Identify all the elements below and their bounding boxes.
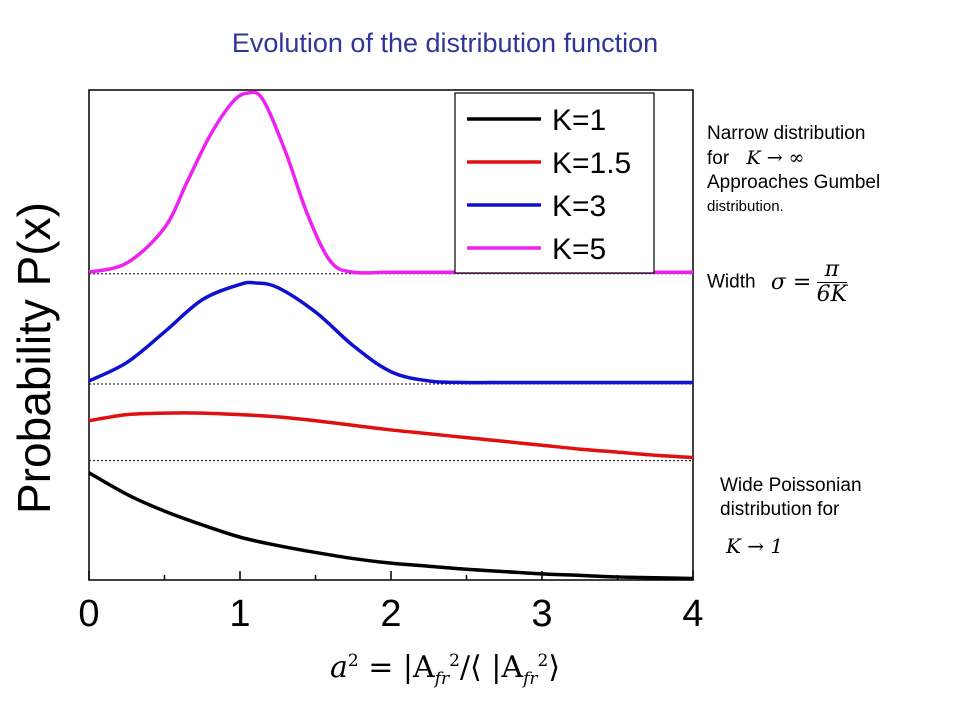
baseline-group xyxy=(89,273,693,462)
narrow-note: Narrow distribution for K → ∞ Approaches… xyxy=(707,122,957,219)
x-tick-label-1: 1 xyxy=(229,593,250,635)
width-label: Width xyxy=(707,271,756,293)
x-axis-label: a2 = |Afr2/⟨ |Afr2⟩ xyxy=(330,650,660,689)
x-label-sub2: fr xyxy=(523,669,538,689)
narrow-line3: Approaches Gumbel xyxy=(707,172,881,193)
width-fraction: π 6K xyxy=(816,258,848,307)
legend-label-K=1: K=1 xyxy=(552,104,606,137)
x-label-a: a xyxy=(330,650,348,685)
x-tick-group: 0 1 2 3 4 xyxy=(78,571,704,635)
x-label-exp2: 2 xyxy=(537,651,549,671)
series-line-K=1 xyxy=(88,471,694,581)
legend-label-K=1.5: K=1.5 xyxy=(552,147,631,180)
chart-title: Evolution of the distribution function xyxy=(231,28,659,58)
wide-math: K → 1 xyxy=(726,534,784,558)
x-label-exp1: 2 xyxy=(449,651,460,671)
x-tick-label-4: 4 xyxy=(682,593,703,635)
wide-line2: distribution for xyxy=(720,499,840,520)
x-tick-label-2: 2 xyxy=(380,593,401,635)
width-note: Width σ = π 6K xyxy=(707,258,957,307)
series-line-K=1.5 xyxy=(88,411,694,460)
wide-line1: Wide Poissonian xyxy=(720,475,862,496)
x-label-sub1: fr xyxy=(434,669,450,689)
width-numerator: π xyxy=(816,258,848,283)
width-lhs: σ = xyxy=(770,269,812,295)
legend-box xyxy=(454,92,655,274)
x-tick-label-0: 0 xyxy=(78,593,99,635)
series-line-K=3 xyxy=(88,280,693,385)
x-tick-label-3: 3 xyxy=(531,593,552,635)
legend-label-K=3: K=3 xyxy=(552,190,606,223)
narrow-line4: distribution. xyxy=(707,198,784,215)
narrow-for: for xyxy=(707,148,730,169)
x-label-mid: /⟨ |A xyxy=(459,650,524,685)
x-label-a-exp: 2 xyxy=(347,651,359,671)
legend-label-K=5: K=5 xyxy=(552,233,606,266)
narrow-line1: Narrow distribution xyxy=(707,123,866,144)
narrow-line2: for K → ∞ xyxy=(707,146,957,171)
x-label-end: ⟩ xyxy=(548,650,561,685)
narrow-math: K → ∞ xyxy=(746,147,805,169)
x-label-eq: = |A xyxy=(358,650,435,685)
wide-note: Wide Poissonian distribution for K → 1 xyxy=(720,474,950,558)
legend: K=1 K=1.5 K=3 K=5 xyxy=(454,92,655,274)
width-denominator: 6K xyxy=(816,282,848,307)
